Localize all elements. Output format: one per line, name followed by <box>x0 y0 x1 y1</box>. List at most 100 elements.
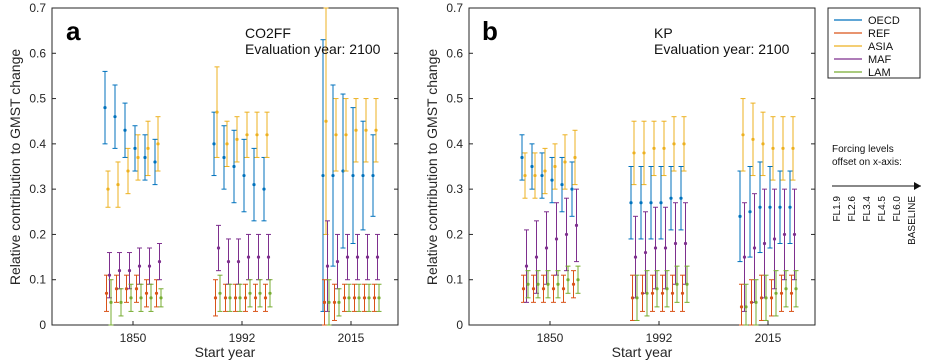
panel-a-point-asia <box>225 142 229 146</box>
panel-a-point-asia <box>215 110 219 114</box>
panel-a-point-maf <box>246 255 251 259</box>
panel-b-point-maf <box>544 246 549 250</box>
panel-a-point-oecd <box>153 160 157 164</box>
panel-a-point-ref <box>342 296 347 300</box>
panel-b-point-ref <box>650 291 655 295</box>
panel-a-point-lam <box>218 291 222 295</box>
panel-a-point-oecd <box>242 173 246 178</box>
panel-b-point-asia <box>682 142 686 146</box>
panel-b-point-asia <box>672 142 676 146</box>
panel-b-point-lam <box>754 300 758 304</box>
panel-b-point-ref <box>561 287 566 291</box>
panel-a-point-oecd <box>222 155 226 160</box>
panel-a-point-asia <box>116 183 120 187</box>
panel-b-point-maf <box>524 264 529 268</box>
panel-a-point-oecd <box>321 173 325 178</box>
panel-a-point-asia <box>136 155 140 160</box>
panel-a-point-asia <box>106 187 110 191</box>
panel-a-point-maf <box>147 264 152 268</box>
panel-a-point-ref <box>213 296 218 300</box>
panel-b-point-maf <box>653 246 658 250</box>
panel-b-point-asia <box>523 173 527 178</box>
forcing-level-labels: FL1.9 FL2.6 FL3.4 FL4.5 FL6.0 BASELINE <box>832 196 918 245</box>
panel-a-point-ref <box>352 296 357 300</box>
panel-a-point-ref <box>263 296 268 300</box>
panel-b-point-lam <box>764 296 768 300</box>
panel-a-point-lam <box>367 296 371 300</box>
panel-b-point-asia <box>553 164 557 169</box>
panel-b-y-tick-label: 0.6 <box>446 46 463 60</box>
panel-a-point-asia <box>265 133 269 137</box>
panel-b-point-asia <box>741 133 745 137</box>
panel-a-point-lam <box>377 296 381 300</box>
panel-b-point-asia <box>662 146 666 150</box>
panel-a-y-tick-label: 0.6 <box>29 46 46 60</box>
panel-b-point-oecd <box>550 178 554 182</box>
panel-b-point-asia <box>791 146 795 150</box>
panel-b-point-maf <box>574 223 579 227</box>
panel-a-point-ref <box>144 291 149 295</box>
panel-a-point-maf <box>216 246 221 250</box>
panel-b-x-axis-label: Start year <box>612 344 673 360</box>
panel-b-point-ref <box>670 291 675 295</box>
panel-b-point-oecd <box>520 155 524 160</box>
panel-a-annotation-line1: CO2FF <box>245 25 291 41</box>
panel-b-point-maf <box>772 237 777 241</box>
panel-b-point-maf <box>673 241 678 246</box>
panel-b-point-asia <box>543 169 547 173</box>
panel-a-point-oecd <box>212 142 216 146</box>
panel-a-y-tick-label: 0 <box>39 318 46 332</box>
forcing-level-label: FL3.4 <box>862 196 873 222</box>
panel-b-point-oecd <box>659 201 663 205</box>
panel-a-point-lam <box>268 291 272 295</box>
panel-b-point-lam <box>546 282 550 286</box>
panel-a-point-asia <box>126 169 130 173</box>
panel-b-plot-area <box>468 7 816 326</box>
panel-a-y-tick-label: 0.1 <box>29 273 46 287</box>
panel-b-point-maf <box>792 232 797 237</box>
panel-a-point-asia <box>324 119 328 123</box>
panel-b-point-oecd <box>748 210 752 214</box>
panel-a-point-asia <box>374 128 378 132</box>
panel-a-point-asia <box>146 146 150 150</box>
panel-b-point-maf <box>633 255 638 259</box>
panel-b-point-maf <box>752 246 757 250</box>
panel-b-point-oecd <box>768 205 772 209</box>
panel-a-point-asia <box>245 133 249 137</box>
forcing-note-title-line2: offset on x-axis: <box>832 157 902 168</box>
panel-a-point-oecd <box>123 128 127 132</box>
panel-a-point-lam <box>119 300 123 304</box>
panel-b-point-asia <box>751 137 755 141</box>
panel-b-point-lam <box>566 278 570 282</box>
panel-b-y-tick-label: 0.4 <box>446 137 463 151</box>
panel-b-point-maf <box>534 255 539 259</box>
panel-b-point-ref <box>769 296 774 300</box>
panel-a-x-tick-label: 1992 <box>229 331 256 345</box>
forcing-offset-arrow-head <box>914 182 921 190</box>
panel-a-point-maf <box>107 273 112 277</box>
panel-a-point-oecd <box>143 155 147 160</box>
panel-a-point-oecd <box>252 183 256 187</box>
panel-b-point-oecd <box>738 214 742 218</box>
panel-a-point-ref <box>253 296 258 300</box>
panel-a-point-maf <box>157 260 162 264</box>
panel-b-point-lam <box>655 287 659 291</box>
panel-a-y-tick-label: 0.2 <box>29 227 46 241</box>
panel-a-point-oecd <box>351 173 355 178</box>
panel-b-label: b <box>482 16 498 46</box>
panel-b-point-lam <box>675 282 679 286</box>
panel-b-point-oecd <box>639 201 643 205</box>
panel-a-point-lam <box>248 291 252 295</box>
panel-b-point-oecd <box>530 164 534 169</box>
panel-b-y-tick-label: 0.3 <box>446 182 463 196</box>
panel-b-x-ticks: 1850 1992 2015 <box>537 321 782 345</box>
panel-b-point-oecd <box>788 205 792 209</box>
panel-b-point-ref <box>680 291 685 295</box>
panel-a-point-lam <box>129 296 133 300</box>
panel-a-point-ref <box>223 296 228 300</box>
panel-b-point-ref <box>630 296 635 300</box>
forcing-level-label: FL4.5 <box>877 196 888 222</box>
